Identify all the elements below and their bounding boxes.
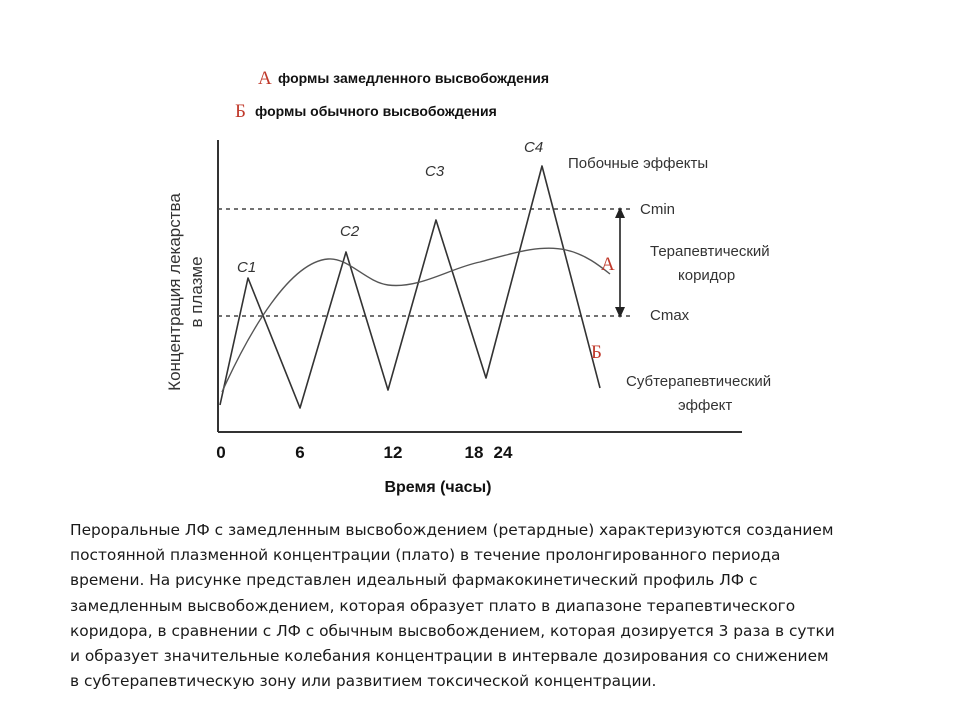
caption: Пероральные ЛФ с замедленным высвобожден… [70, 518, 930, 694]
legend-text-a: формы замедленного высвобождения [278, 70, 549, 86]
curve-b-immediate-release [219, 165, 601, 409]
subtherapeutic-label-2: эффект [678, 397, 732, 414]
curve-a-sustained-release [221, 247, 611, 393]
cmin-label: Cmin [640, 201, 675, 218]
x-tick-24: 24 [494, 443, 513, 462]
legend-key-a: А [258, 68, 272, 89]
side-effects-label: Побочные эффекты [568, 155, 708, 172]
x-tick-0: 0 [216, 443, 225, 462]
y-axis-label-2: в плазме [187, 256, 206, 327]
caption-line: времени. На рисунке представлен идеальны… [70, 571, 758, 590]
corridor-label-2: коридор [678, 267, 735, 284]
caption-line: постоянной плазменной концентрации (плат… [70, 546, 781, 565]
caption-line: замедленным высвобождением, которая обра… [70, 596, 796, 615]
caption-line: в субтерапевтическую зону или развитием … [70, 672, 657, 691]
curve-a-label: А [601, 254, 615, 275]
legend-text-b: формы обычного высвобождения [255, 103, 497, 119]
legend-key-b: Б [235, 101, 246, 122]
x-tick-18: 18 [465, 443, 484, 462]
caption-line: Пероральные ЛФ с замедленным высвобожден… [70, 521, 834, 539]
caption-line: коридора, в сравнении с ЛФ с обычным выс… [70, 621, 835, 640]
curve-b-label: Б [591, 342, 602, 363]
pharmacokinetic-diagram: А формы замедленного высвобождения Б фор… [165, 68, 771, 496]
x-tick-6: 6 [295, 443, 304, 462]
cmax-label: Cmax [650, 307, 690, 324]
corridor-arrow-head-up [615, 207, 625, 218]
caption-line: и образует значительные колебания концен… [70, 647, 829, 666]
peak-label-c3: C3 [425, 163, 445, 180]
y-axis-label: Концентрация лекарства [165, 193, 184, 391]
peak-label-c4: C4 [524, 139, 543, 156]
peak-label-c1: C1 [237, 259, 256, 276]
x-axis-label: Время (часы) [384, 479, 491, 496]
subtherapeutic-label: Субтерапевтический [626, 373, 771, 390]
peak-label-c2: C2 [340, 223, 360, 240]
corridor-label: Терапевтический [650, 243, 770, 260]
corridor-arrow-head-down [615, 307, 625, 318]
x-tick-12: 12 [384, 443, 403, 462]
